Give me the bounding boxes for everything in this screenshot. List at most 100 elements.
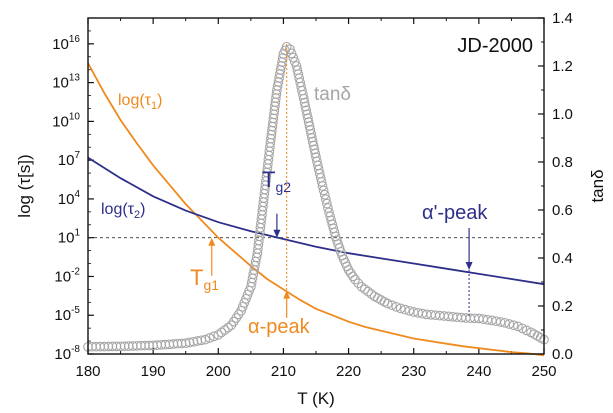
tan-delta-point (500, 317, 510, 328)
tau2-label-sub: 2 (134, 209, 140, 221)
tg2-arrow-head (273, 229, 281, 238)
y-right-tick-label: 1.0 (552, 106, 573, 123)
x-tick-label: 200 (206, 363, 231, 380)
tan-delta-point (305, 125, 316, 135)
x-tick-label: 240 (466, 363, 491, 380)
tan-delta-point (306, 128, 316, 139)
tick-base: 10 (52, 113, 69, 130)
y-right-tick-label: 0.0 (552, 346, 573, 363)
y-left-tick-label: 1013 (52, 73, 80, 92)
tick-exponent: 16 (69, 34, 81, 45)
tan-delta-point (223, 322, 233, 333)
x-tick-label: 190 (141, 363, 166, 380)
annotation-layer (208, 44, 473, 318)
tau1-label-main: log(τ (118, 92, 152, 109)
y-right-axis-title: tanδ (588, 169, 607, 202)
y-left-tick-label: 1010 (52, 111, 80, 130)
tick-exponent: -5 (71, 305, 80, 316)
tan-delta-point (391, 301, 402, 312)
x-ticks: 180 190 200 210 220 230 240 250 (75, 18, 557, 380)
tan-delta-point (308, 140, 319, 151)
series-line-log(τ1) (87, 62, 545, 357)
tick-exponent: 10 (69, 111, 81, 122)
tg2-label: Tg2 (262, 167, 291, 195)
x-tick-label: 210 (271, 363, 296, 380)
tau2-label-close: ) (140, 201, 145, 218)
x-tick-label: 220 (336, 363, 361, 380)
tick-exponent: -2 (71, 266, 80, 277)
tg2-label-main: T (262, 167, 275, 192)
tan-delta-point (318, 185, 329, 196)
tan-delta-point (322, 198, 332, 209)
tau1-label-close: ) (157, 92, 162, 109)
x-tick-label: 250 (531, 363, 556, 380)
tan-delta-point (353, 278, 364, 289)
tick-exponent: 7 (74, 150, 80, 161)
tg1-label: Tg1 (190, 265, 219, 293)
tan-delta-point (356, 281, 367, 292)
x-axis-title: T (K) (297, 389, 334, 408)
tg1-label-sub: g1 (203, 277, 219, 293)
tan-delta-point (382, 298, 393, 309)
plot-frame (87, 17, 545, 355)
tan-delta-point (204, 333, 215, 343)
alpha-prime-peak-arrow-head (465, 262, 473, 270)
tan-delta-point (213, 329, 224, 340)
tan-delta-point (360, 284, 370, 295)
tan-delta-point (288, 52, 299, 63)
tan-delta-point (300, 101, 311, 112)
tan-delta-point (517, 323, 528, 334)
tan-delta-label: tanδ (314, 84, 351, 105)
tan-delta-point (180, 338, 191, 349)
tau2-label: log(τ2) (101, 201, 145, 221)
tan-delta-point (209, 331, 219, 342)
chart-title: JD-2000 (457, 35, 533, 57)
tan-delta-point (286, 48, 297, 59)
tan-delta-point (400, 304, 410, 315)
tan-delta-point (309, 144, 320, 155)
y-right-ticks: 0.0 0.2 0.4 0.6 0.8 1.0 1.2 1.4 (538, 10, 573, 363)
y-left-tick-label: 10-8 (54, 344, 80, 363)
y-left-tick-label: 104 (58, 189, 81, 208)
tick-base: 10 (54, 346, 71, 363)
y-left-tick-label: 10-5 (54, 305, 80, 324)
tick-exponent: 13 (69, 73, 81, 84)
y-left-axis-title: log (τ[s]) (15, 154, 34, 217)
tau2-label-main: log(τ (101, 201, 135, 218)
tan-delta-point (513, 321, 523, 332)
tan-delta-point (345, 268, 356, 279)
tan-delta-point (387, 300, 397, 311)
tick-base: 10 (58, 191, 75, 208)
tan-delta-point (299, 97, 310, 108)
tan-delta-point (200, 334, 211, 345)
tan-delta-point (219, 325, 230, 335)
tick-base: 10 (58, 230, 75, 247)
tick-base: 10 (58, 152, 75, 169)
y-left-tick-label: 1016 (52, 34, 80, 53)
tan-delta-point (298, 93, 309, 104)
y-left-tick-label: 101 (58, 228, 81, 247)
alpha-peak-arrow-head (283, 290, 291, 299)
tan-delta-point (285, 44, 295, 55)
tick-exponent: 1 (74, 228, 80, 239)
tan-delta-point (216, 327, 227, 338)
y-left-tick-label: 107 (58, 150, 81, 169)
tan-delta-point (363, 286, 373, 297)
tan-delta-point (184, 337, 195, 348)
tan-delta-point (395, 303, 406, 314)
tau1-label-sub: 1 (151, 100, 157, 112)
tg2-label-sub: g2 (275, 179, 291, 195)
y-right-tick-label: 0.2 (552, 298, 573, 315)
x-tick-label: 180 (75, 363, 100, 380)
tan-delta-point (521, 325, 532, 336)
tick-exponent: 4 (74, 189, 80, 200)
tick-exponent: -8 (71, 344, 80, 355)
tan-delta-point (298, 89, 308, 100)
tan-delta-point (508, 320, 519, 331)
alpha-peak-label: α-peak (248, 316, 311, 338)
tan-delta-point (504, 319, 515, 329)
y-right-tick-label: 1.2 (552, 58, 573, 75)
series-line-log(τ2) (87, 156, 545, 286)
